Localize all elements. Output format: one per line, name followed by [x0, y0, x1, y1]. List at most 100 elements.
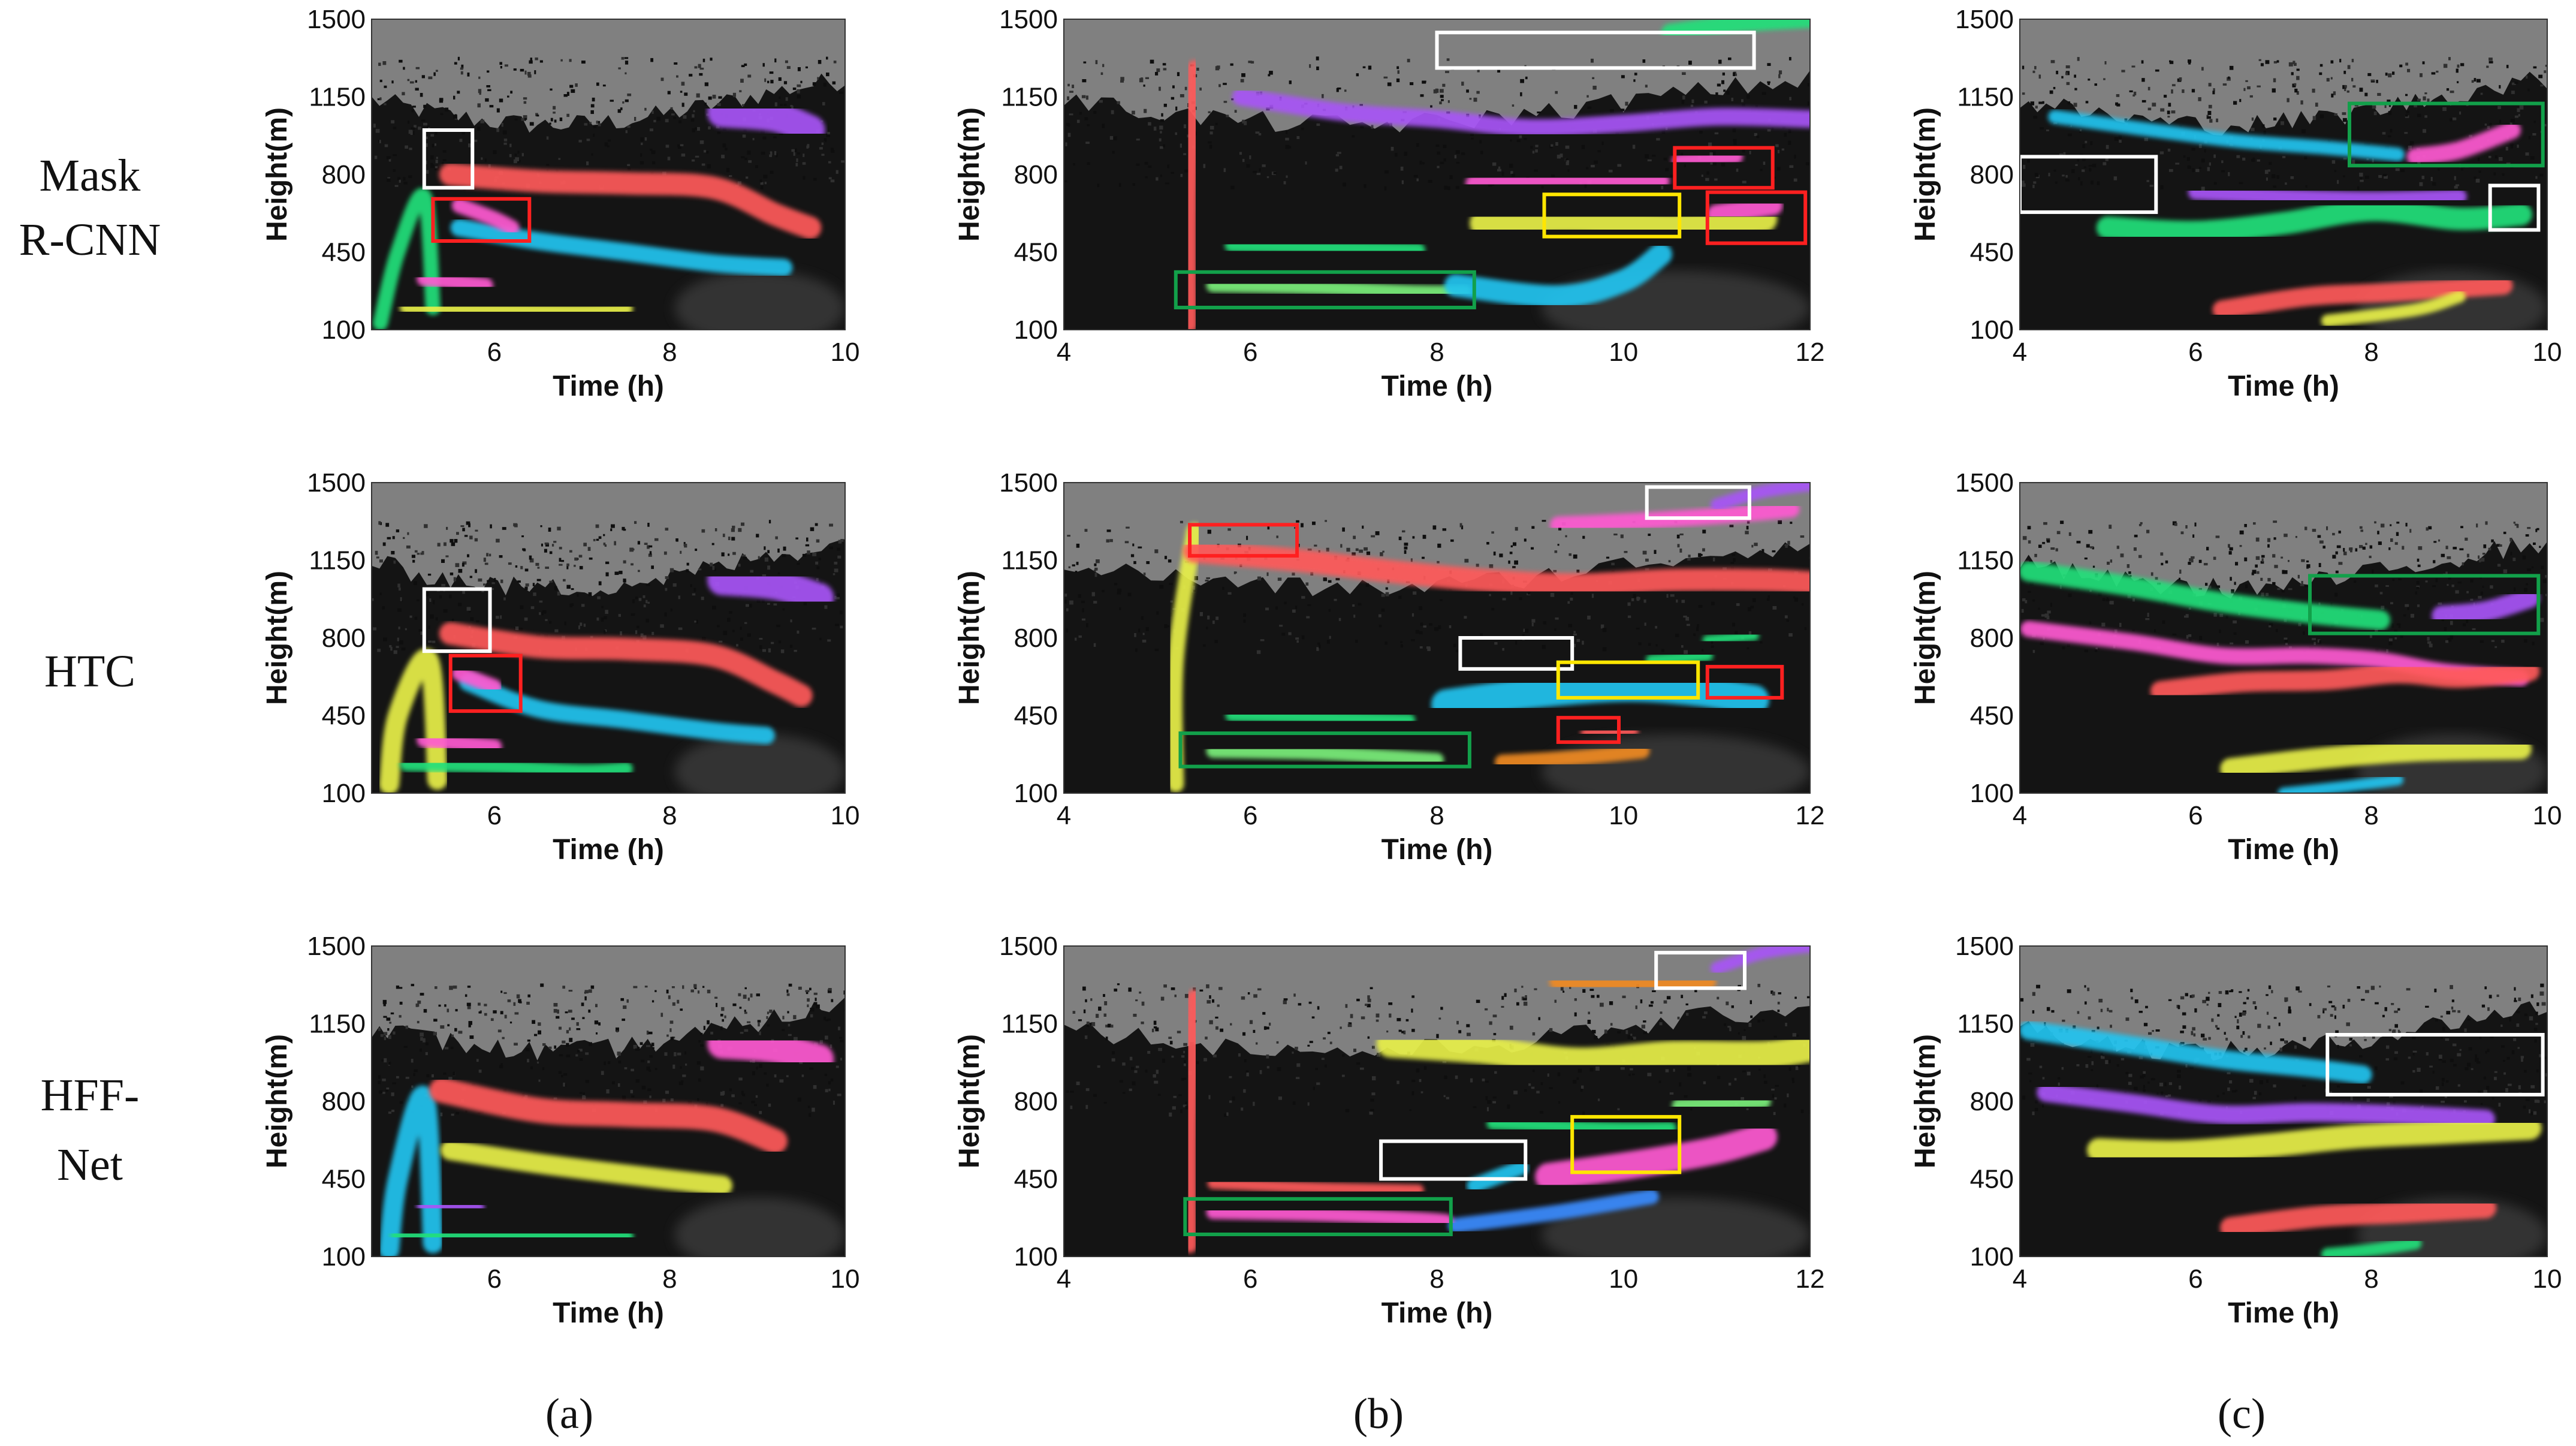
annotation-box [422, 587, 492, 653]
y-tick-label: 800 [1014, 160, 1058, 189]
mask-cyan [450, 219, 793, 277]
x-tick-label: 8 [2364, 338, 2378, 367]
chart-panel: 100 450 800 1150 1500 4 6 8 10 12 Time (h) Height(m… [954, 468, 1824, 866]
x-tick-label: 12 [1796, 801, 1825, 830]
x-tick-label: 10 [2533, 801, 2562, 830]
y-tick-label: 1500 [999, 468, 1058, 498]
y-tick-label: 1150 [1001, 1010, 1058, 1039]
mask-green [2020, 561, 2391, 631]
y-axis-label: Height(m) [954, 107, 985, 242]
plot-frame [371, 482, 846, 794]
y-tick-label: 1150 [1001, 83, 1058, 112]
x-tick-label: 6 [1243, 338, 1257, 367]
x-tick-label: 6 [1243, 801, 1257, 830]
mask-red [429, 1077, 788, 1154]
mask-lightgreen [1672, 1093, 1771, 1113]
y-tick-label: 1500 [999, 5, 1058, 34]
mask-green [1486, 1117, 1677, 1135]
y-tick-label: 100 [1970, 1242, 2014, 1272]
annotation-box [2325, 1033, 2545, 1096]
mask-red [1207, 1177, 1424, 1196]
mask-pink [1465, 170, 1670, 192]
echo-speckle [2021, 57, 2547, 191]
x-axis-label: Time (h) [1381, 370, 1493, 402]
mask-green [2321, 1237, 2422, 1257]
row-label-hff-net-line1: HFF- [41, 1070, 140, 1120]
mask-pink [1206, 1205, 1453, 1228]
x-axis-label: Time (h) [2228, 370, 2339, 402]
mask-red [2220, 1197, 2497, 1239]
x-tick-label: 4 [1057, 338, 1071, 367]
annotation-box [1188, 523, 1299, 558]
x-tick-label: 6 [2188, 338, 2203, 367]
x-tick-label: 6 [487, 801, 502, 830]
annotation-box [448, 653, 523, 713]
chart-panel: 100 450 800 1150 1500 4 6 8 10 Time (h) Height(m) [1910, 5, 2562, 402]
plot-frame [1063, 945, 1811, 1257]
y-tick-label: 450 [322, 701, 366, 731]
annotation-box [1556, 660, 1700, 700]
y-tick-label: 450 [1970, 1165, 2014, 1194]
x-axis-label: Time (h) [1381, 1297, 1493, 1329]
y-tick-label: 450 [1970, 238, 2014, 267]
chart-panel: 100 450 800 1150 1500 4 6 8 10 12 Time (h) Height(m… [954, 932, 1824, 1329]
mask-purple [1710, 946, 1810, 975]
y-tick-label: 1500 [1955, 932, 2014, 961]
mask-cyan [2048, 110, 2405, 162]
mask-purple [417, 1198, 485, 1216]
mask-green [399, 757, 633, 778]
mask-green [390, 1227, 634, 1245]
annotation-box [2348, 101, 2545, 168]
x-tick-label: 4 [2013, 1264, 2027, 1294]
x-tick-label: 8 [662, 338, 677, 367]
plot-frame [1063, 19, 1811, 330]
annotation-box [1178, 731, 1471, 769]
x-tick-label: 10 [1609, 801, 1638, 830]
plot-area [2020, 19, 2547, 330]
panel-label-c: (c) [2218, 1390, 2266, 1438]
mask-yellow [2087, 1116, 2542, 1165]
annotation-box [422, 128, 475, 190]
x-tick-label: 10 [831, 801, 860, 830]
y-tick-label: 800 [1014, 623, 1058, 653]
mask-blue [1448, 1189, 1659, 1233]
y-tick-label: 100 [1014, 779, 1058, 808]
chart-panel: 100 450 800 1150 1500 4 6 8 10 12 Time (h) Height(m… [954, 5, 1824, 402]
plot-area [1064, 19, 1810, 330]
y-tick-label: 100 [322, 1242, 366, 1272]
annotation-box [1654, 951, 1747, 990]
chart-panel: 100 450 800 1150 1500 4 6 8 10 Time (h) Height(m) [1910, 468, 2562, 866]
x-axis-label: Time (h) [2228, 1297, 2339, 1329]
row-label-htc: HTC [44, 646, 135, 697]
mask-cyan [459, 673, 775, 745]
mask-yellow [379, 648, 448, 793]
annotation-box [2488, 183, 2541, 232]
y-tick-label: 800 [1970, 1087, 2014, 1116]
y-axis-label: Height(m) [1910, 1034, 1941, 1168]
chart-panel: 100 450 800 1150 1500 6 8 10 Time (h) Height(m) [261, 5, 859, 402]
plot-area [1064, 946, 1810, 1257]
mask-lightgreen [1206, 278, 1472, 300]
mask-purple [2037, 1083, 2496, 1129]
y-tick-label: 800 [322, 160, 366, 189]
x-tick-label: 8 [662, 801, 677, 830]
x-tick-label: 6 [487, 338, 502, 367]
mask-yellow [2220, 738, 2532, 780]
mask-pink [2406, 121, 2521, 166]
y-tick-label: 1150 [309, 83, 366, 112]
mask-pink [1672, 149, 1744, 169]
y-axis-label: Height(m) [261, 107, 293, 242]
y-tick-label: 800 [322, 623, 366, 653]
surface-haze [1541, 734, 1810, 793]
plot-frame [2019, 19, 2548, 330]
mask-cyan [1444, 243, 1672, 308]
plot-frame [371, 945, 846, 1257]
x-tick-label: 10 [1609, 1264, 1638, 1294]
plot-area [1064, 483, 1810, 793]
y-tick-label: 450 [1014, 701, 1058, 731]
x-axis-label: Time (h) [1381, 834, 1493, 866]
mask-yellow [2321, 290, 2466, 327]
plot-area [372, 483, 845, 793]
mask-red [2212, 276, 2513, 320]
